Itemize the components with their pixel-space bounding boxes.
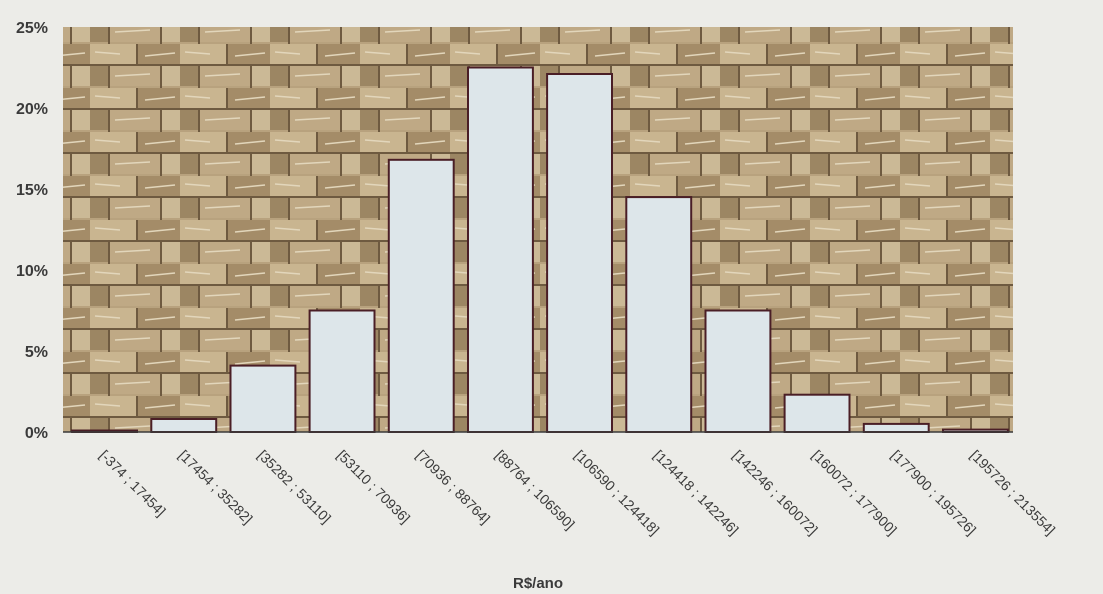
x-tick-label: [124418 ; 142246] — [651, 447, 742, 538]
x-tick-label: [88764 ; 106590] — [492, 447, 578, 533]
y-tick-label: 15% — [16, 182, 48, 199]
x-tick-label: [-374 ; 17454] — [96, 447, 168, 519]
y-tick-label: 25% — [16, 20, 48, 37]
bar-8 — [704, 309, 772, 433]
x-tick-label: [53110 ; 70936] — [334, 447, 413, 526]
bar-1 — [150, 418, 218, 433]
x-tick-label: [142246 ; 160072] — [730, 447, 821, 538]
bars-group — [71, 66, 1009, 434]
x-tick-label: [177900 ; 195726] — [888, 447, 979, 538]
y-tick-label: 0% — [25, 425, 48, 442]
x-axis-ticks: [-374 ; 17454] [17454 ; 35282][35282 ; 53… — [96, 447, 1058, 538]
plot-background — [63, 27, 1013, 432]
x-axis-label: R$/ano — [513, 575, 563, 592]
y-tick-label: 5% — [25, 344, 48, 361]
y-axis-ticks: 0% 5% 10% 15% 20% 25% — [16, 20, 48, 442]
bar-3 — [308, 309, 376, 433]
y-tick-label: 20% — [16, 101, 48, 118]
x-tick-label: [106590 ; 124418] — [571, 447, 662, 538]
bar-2 — [229, 364, 297, 434]
bar-6 — [546, 73, 613, 433]
bar-7 — [625, 196, 693, 433]
x-tick-label: [17454 ; 35282] — [176, 447, 256, 527]
bar-4 — [387, 158, 455, 434]
x-tick-label: [160072 ; 177900] — [809, 447, 900, 538]
x-tick-label: [195726 ; 213554] — [967, 447, 1058, 538]
bar-10 — [862, 422, 930, 433]
y-tick-label: 10% — [16, 263, 48, 280]
bar-5 — [467, 66, 534, 433]
x-tick-label: [35282 ; 53110] — [255, 447, 334, 526]
x-tick-label: [70936 ; 88764] — [413, 447, 493, 527]
bar-9 — [783, 393, 851, 434]
